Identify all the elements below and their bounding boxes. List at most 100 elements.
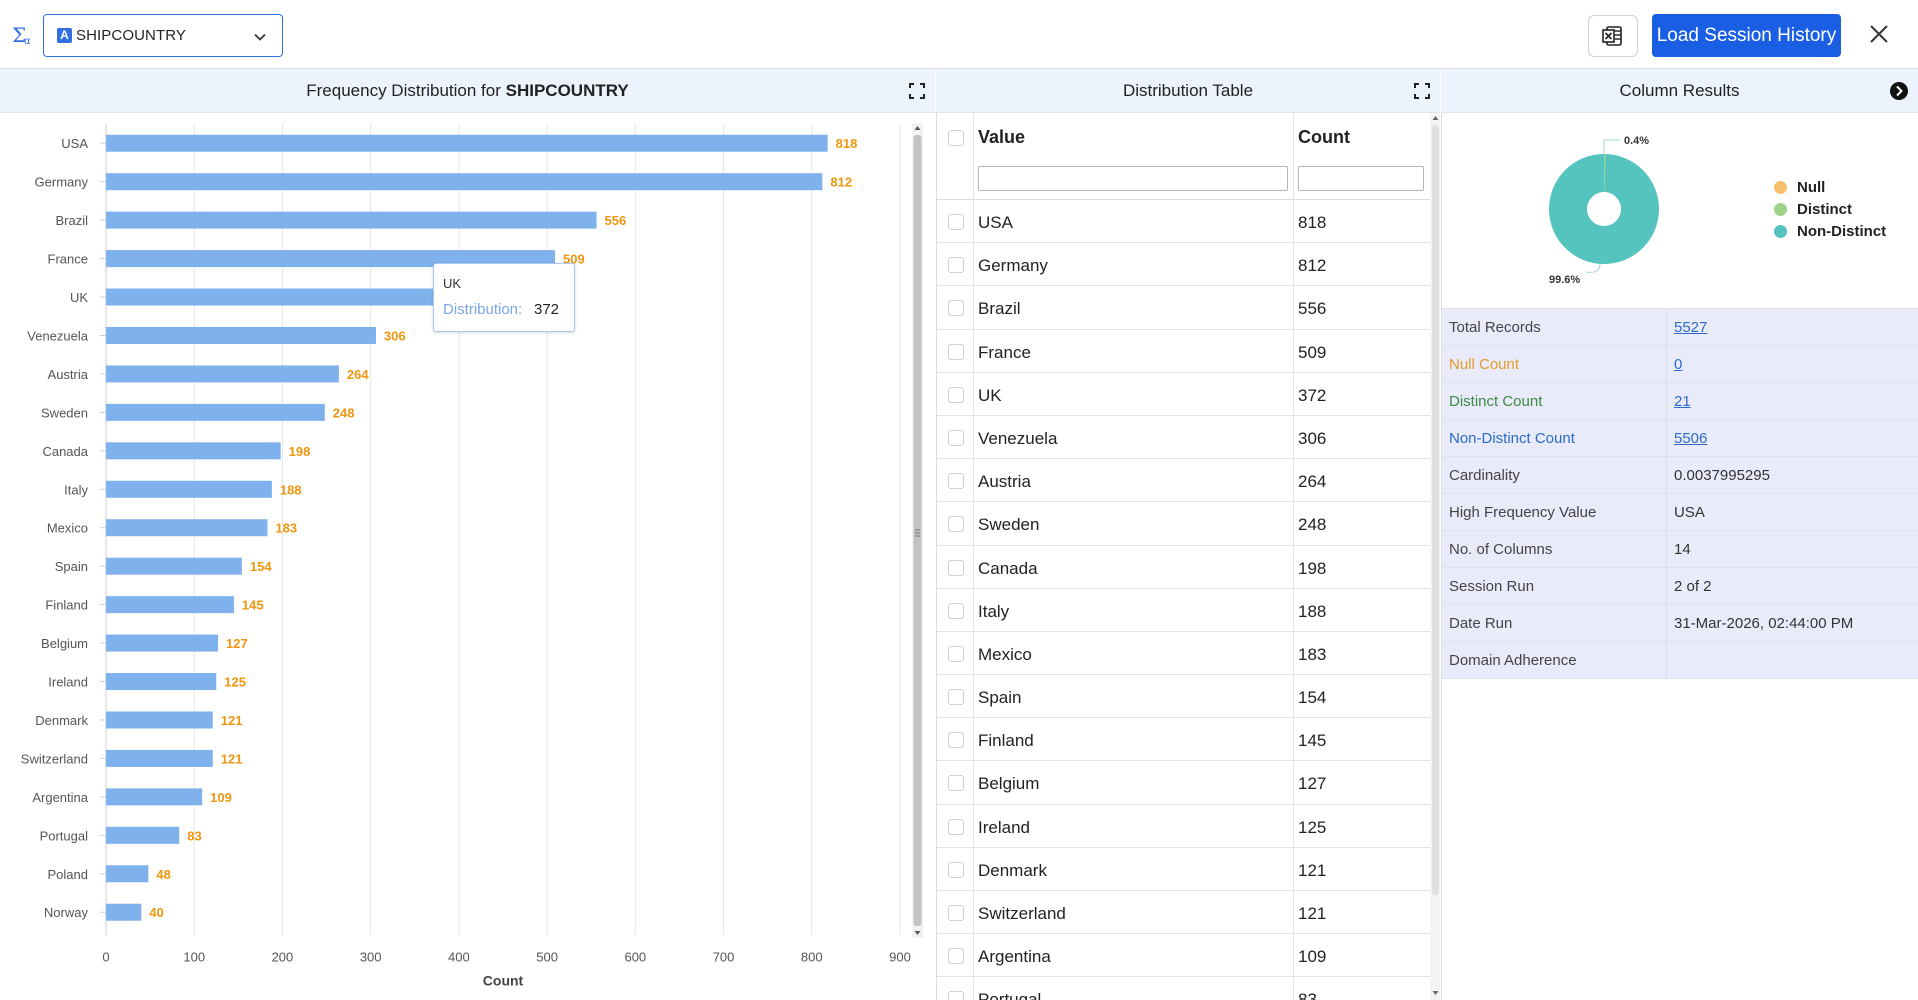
- table-row[interactable]: France 509: [937, 330, 1430, 373]
- pie-slice-distinct[interactable]: [1604, 154, 1606, 193]
- bar-austria[interactable]: [106, 365, 339, 383]
- bar-france[interactable]: [106, 250, 556, 268]
- result-divider: [1666, 346, 1667, 383]
- value-column-header[interactable]: Value: [978, 127, 1026, 147]
- table-row[interactable]: Sweden 248: [937, 502, 1430, 546]
- chevron-right-circle-icon[interactable]: [1889, 81, 1909, 101]
- bar-argentina[interactable]: [106, 788, 203, 806]
- row-checkbox[interactable]: [948, 732, 964, 749]
- chart-scrollbar[interactable]: [912, 123, 923, 938]
- bar-sweden[interactable]: [106, 403, 325, 421]
- row-checkbox[interactable]: [948, 905, 964, 921]
- row-checkbox[interactable]: [948, 818, 964, 835]
- bar-finland[interactable]: [106, 596, 234, 614]
- row-checkbox[interactable]: [948, 948, 964, 965]
- legend-item-non-distinct[interactable]: Non-Distinct: [1774, 220, 1886, 242]
- value-filter-input[interactable]: [978, 166, 1288, 191]
- legend-item-null[interactable]: Null: [1774, 176, 1886, 198]
- text-type-icon: A: [57, 28, 72, 43]
- table-row[interactable]: Finland 145: [937, 718, 1430, 762]
- value-cell: Finland: [978, 731, 1034, 751]
- distinct-pie-chart: 0.4% 99.6%: [1549, 135, 1659, 286]
- row-checkbox[interactable]: [948, 300, 964, 317]
- x-tick-label: 700: [713, 949, 735, 964]
- bar-belgium[interactable]: [106, 634, 219, 652]
- row-checkbox[interactable]: [948, 991, 964, 1000]
- load-session-history-button[interactable]: Load Session History: [1652, 14, 1841, 57]
- bar-italy[interactable]: [106, 480, 272, 498]
- pie-leader-line: [1585, 263, 1601, 273]
- table-row[interactable]: Germany 812: [937, 243, 1430, 287]
- bar-spain[interactable]: [106, 557, 242, 575]
- bar-ireland[interactable]: [106, 673, 217, 691]
- result-value[interactable]: 5506: [1674, 430, 1708, 447]
- expand-icon[interactable]: [1414, 83, 1430, 99]
- row-checkbox[interactable]: [948, 559, 964, 576]
- table-row[interactable]: Brazil 556: [937, 286, 1430, 330]
- result-value[interactable]: 5527: [1674, 319, 1708, 336]
- pie-slice-non-distinct[interactable]: [1549, 154, 1659, 264]
- bar-portugal[interactable]: [106, 826, 180, 844]
- table-scrollbar[interactable]: [1430, 113, 1440, 1000]
- table-row[interactable]: Italy 188: [937, 589, 1430, 632]
- table-row[interactable]: UK 372: [937, 373, 1430, 416]
- row-checkbox[interactable]: [948, 775, 964, 792]
- data-label: 83: [187, 828, 201, 843]
- row-checkbox[interactable]: [948, 645, 964, 662]
- result-value[interactable]: 21: [1674, 393, 1691, 410]
- result-label: Distinct Count: [1449, 393, 1543, 410]
- table-row[interactable]: Canada 198: [937, 546, 1430, 589]
- table-row[interactable]: Spain 154: [937, 675, 1430, 719]
- chart-title: Frequency Distribution for SHIPCOUNTRY: [306, 81, 629, 100]
- bar-denmark[interactable]: [106, 711, 213, 729]
- legend-item-distinct[interactable]: Distinct: [1774, 198, 1886, 220]
- bar-canada[interactable]: [106, 442, 281, 460]
- table-row[interactable]: Argentina 109: [937, 934, 1430, 978]
- result-divider: [1666, 457, 1667, 494]
- expand-icon[interactable]: [909, 83, 925, 99]
- frequency-chart-panel: USA 818 Germany 812 Brazil 556 France 509 UK 372 V…: [0, 113, 935, 1000]
- bar-uk[interactable]: [106, 288, 435, 306]
- row-checkbox[interactable]: [948, 429, 964, 446]
- table-row[interactable]: Austria 264: [937, 459, 1430, 503]
- y-tick-label: Belgium: [41, 636, 88, 651]
- count-column-header[interactable]: Count: [1298, 127, 1350, 147]
- pie-legend: Null Distinct Non-Distinct: [1774, 176, 1886, 242]
- row-checkbox[interactable]: [948, 343, 964, 360]
- table-row[interactable]: Ireland 125: [937, 805, 1430, 848]
- bar-germany[interactable]: [106, 173, 823, 191]
- row-checkbox[interactable]: [948, 257, 964, 274]
- data-label: 818: [836, 136, 858, 151]
- row-checkbox[interactable]: [948, 214, 964, 230]
- x-tick-label: 800: [801, 949, 823, 964]
- bar-switzerland[interactable]: [106, 749, 213, 767]
- table-row[interactable]: Denmark 121: [937, 848, 1430, 891]
- y-tick-label: USA: [61, 136, 88, 151]
- result-value[interactable]: 0: [1674, 356, 1683, 373]
- bar-norway[interactable]: [106, 903, 142, 921]
- bar-venezuela[interactable]: [106, 326, 376, 344]
- data-label: 125: [224, 675, 246, 690]
- bar-usa[interactable]: [106, 134, 828, 152]
- row-checkbox[interactable]: [948, 861, 964, 878]
- row-checkbox[interactable]: [948, 689, 964, 706]
- table-row[interactable]: Mexico 183: [937, 632, 1430, 676]
- table-row[interactable]: Portugal 83: [937, 977, 1430, 1000]
- table-row[interactable]: Switzerland 121: [937, 891, 1430, 935]
- row-checkbox[interactable]: [948, 473, 964, 490]
- row-checkbox[interactable]: [948, 516, 964, 533]
- table-row[interactable]: USA 818: [937, 200, 1430, 244]
- table-row[interactable]: Venezuela 306: [937, 416, 1430, 460]
- row-checkbox[interactable]: [948, 602, 964, 619]
- row-checkbox[interactable]: [948, 386, 964, 403]
- bar-poland[interactable]: [106, 865, 149, 883]
- sigma-function-icon[interactable]: Σ α: [12, 24, 34, 46]
- export-excel-button[interactable]: [1588, 15, 1638, 57]
- table-row[interactable]: Belgium 127: [937, 761, 1430, 805]
- bar-brazil[interactable]: [106, 211, 597, 229]
- bar-mexico[interactable]: [106, 519, 268, 537]
- count-filter-input[interactable]: [1298, 166, 1424, 191]
- column-select-dropdown[interactable]: A SHIPCOUNTRY: [43, 14, 283, 57]
- close-icon[interactable]: [1867, 22, 1891, 46]
- select-all-checkbox[interactable]: [948, 130, 964, 146]
